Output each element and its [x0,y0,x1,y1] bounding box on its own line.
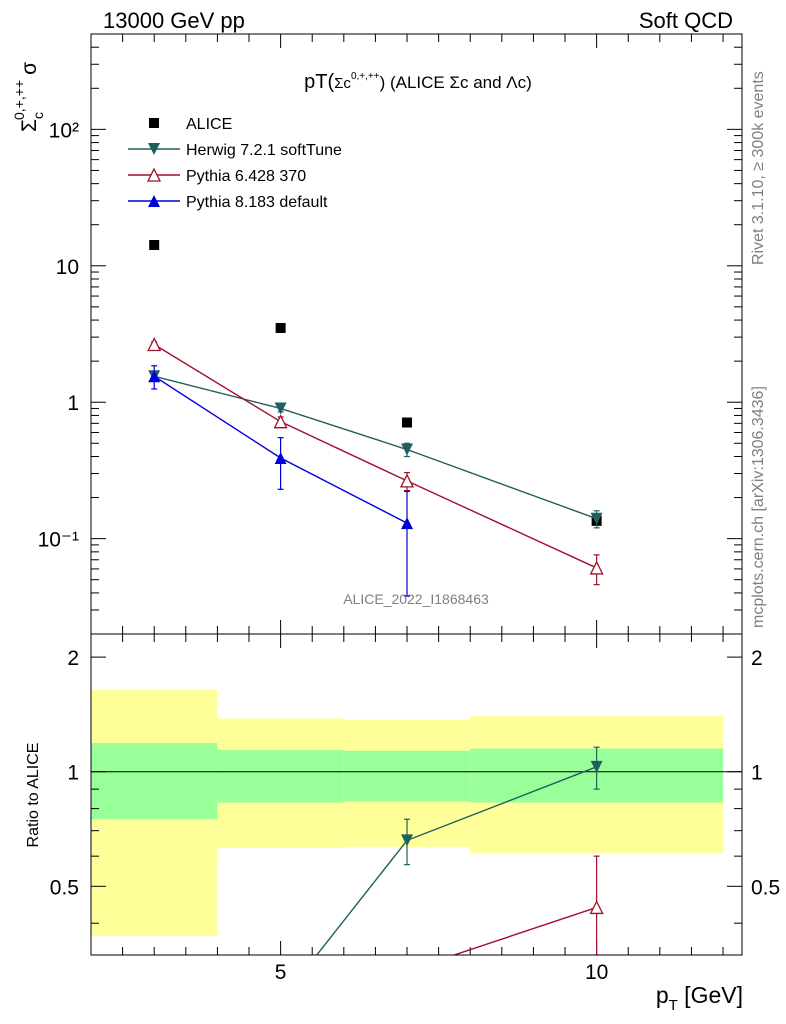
pythia-8-183-default-point [401,517,414,530]
header-right: Soft QCD [639,8,733,33]
main-ytick-label: 10 [56,256,79,279]
title-sigma: Σc [334,75,351,92]
ratio-series [315,746,604,955]
ylabel-base: Σ [18,119,41,132]
alice-point [149,240,160,251]
ratio-herwig-7-2-1-softtune-point [590,760,603,773]
main-ylabel: Σc0,+,++ σ [11,62,46,132]
ylabel-sup: 0,+,++ [11,80,27,120]
herwig-7-2-1-softtune-point [274,402,287,415]
main-ytick-label: 1 [67,392,79,415]
alice-point [275,322,286,333]
title-pre: pT( [304,71,334,93]
ratio-herwig-7-2-1-softtune-point [401,834,414,847]
x-axis-label: pT [GeV] [656,982,743,1014]
series-herwig-7-2-1-softtune [148,370,603,529]
legend-marker-pythia-6-428-370 [146,167,162,182]
analysis-watermark: ALICE_2022_I1868463 [343,591,489,607]
side-label-rivet: Rivet 3.1.10, ≥ 300k events [750,71,767,265]
pythia-8-183-default-point [148,370,161,383]
x-tick-label: 5 [275,961,287,984]
ratio-ytick-label-left: 1 [67,762,79,785]
legend-marker-herwig-7-2-1-softtune [148,143,160,155]
ratio-bands [91,689,742,937]
herwig-7-2-1-softtune-point [401,443,414,456]
herwig-7-2-1-softtune-point [590,512,603,525]
ratio-pythia-6-428-370-line [451,906,597,955]
legend-marker-alice [149,118,159,128]
pythia-6-428-370-line [153,343,597,569]
main-ytick-label: 10⁻¹ [38,529,79,552]
series-pythia-6-428-370 [147,337,604,586]
legend-label-alice: ALICE [186,116,232,133]
pythia-6-428-370-point [147,337,162,352]
legend-marker-pythia-8-183-default [148,195,160,207]
main-series [147,240,604,597]
ratio-ytick-label-right: 2 [751,647,763,670]
ratio-ytick-label-right: 1 [751,762,763,785]
alice-point [402,417,413,428]
x-tick-label: 10 [585,961,608,984]
title-sup: 0,+,++ [351,71,380,82]
herwig-7-2-1-softtune-line [154,375,597,520]
band-inner [91,742,218,820]
band-inner [217,750,344,803]
ratio-ticks: 0.5 0.5 1 1 2 2 5 10 [50,634,780,984]
xlabel-tail: [GeV] [678,982,743,1008]
pythia-6-428-370-point [273,414,288,429]
legend-label-pythia-6-428-370: Pythia 6.428 370 [186,168,306,185]
ratio-ytick-label-left: 0.5 [50,876,79,899]
xlabel-sub: T [669,997,678,1014]
pythia-6-428-370-point [399,473,415,488]
legend-label-pythia-8-183-default: Pythia 8.183 default [186,194,328,211]
pythia-6-428-370-point [589,560,604,575]
ratio-frame [90,633,743,956]
ylabel-tail: σ [18,62,41,75]
title-post: ) (ALICE Σc and Λc) [380,73,532,92]
legend: ALICE Herwig 7.2.1 softTune Pythia 6.428 3… [128,116,342,211]
ratio-ytick-label-left: 2 [67,647,79,670]
ratio-pythia-6-428-370-point [589,899,604,915]
main-ticks: 10⁻¹ 1 10 10² [38,33,742,635]
series-pythia-8-183-default [148,365,414,597]
ratio-ylabel: Ratio to ALICE [25,743,42,848]
main-ytick-label: 10² [49,119,79,142]
band-inner [343,750,471,802]
side-label-mcplots: mcplots.cern.ch [arXiv:1306.3436] [750,386,767,628]
chart-title: pT(Σc0,+,++) (ALICE Σc and Λc) [304,71,532,93]
legend-label-herwig-7-2-1-softtune: Herwig 7.2.1 softTune [186,142,342,159]
pythia-8-183-default-point [274,452,287,465]
xlabel-base: p [656,982,669,1008]
ratio-ytick-label-right: 0.5 [751,876,780,899]
ratio-series-inner [315,746,604,955]
ylabel-sub: c [30,112,46,119]
header-left: 13000 GeV pp [103,8,245,33]
